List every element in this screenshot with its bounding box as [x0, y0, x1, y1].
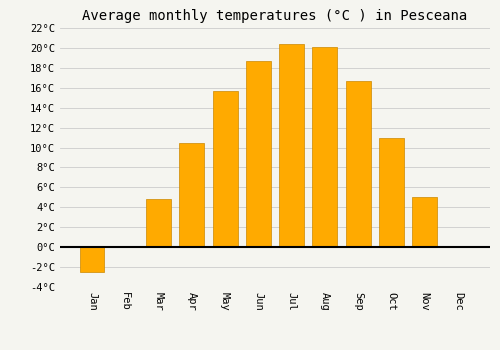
Title: Average monthly temperatures (°C ) in Pesceana: Average monthly temperatures (°C ) in Pe…: [82, 9, 468, 23]
Bar: [279, 44, 304, 247]
Bar: [212, 91, 238, 247]
Bar: [346, 81, 370, 247]
Bar: [246, 61, 271, 247]
Bar: [379, 138, 404, 247]
Bar: [80, 247, 104, 272]
Bar: [312, 47, 338, 247]
Bar: [180, 142, 204, 247]
Bar: [146, 199, 171, 247]
Bar: [412, 197, 437, 247]
